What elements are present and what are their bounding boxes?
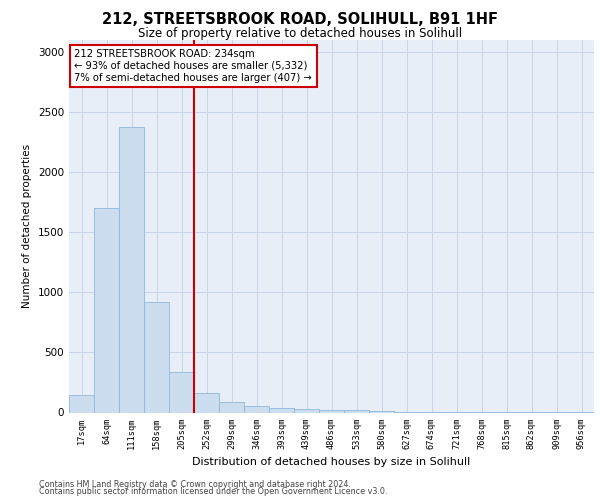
Bar — [119, 126, 144, 412]
Text: Contains public sector information licensed under the Open Government Licence v3: Contains public sector information licen… — [39, 488, 388, 496]
Text: 212 STREETSBROOK ROAD: 234sqm
← 93% of detached houses are smaller (5,332)
7% of: 212 STREETSBROOK ROAD: 234sqm ← 93% of d… — [74, 50, 312, 82]
Text: Size of property relative to detached houses in Solihull: Size of property relative to detached ho… — [138, 28, 462, 40]
Bar — [319, 410, 344, 412]
Text: Contains HM Land Registry data © Crown copyright and database right 2024.: Contains HM Land Registry data © Crown c… — [39, 480, 351, 489]
Bar — [344, 410, 369, 412]
X-axis label: Distribution of detached houses by size in Solihull: Distribution of detached houses by size … — [193, 457, 470, 467]
Bar — [69, 395, 94, 412]
Bar — [244, 406, 269, 412]
Bar — [94, 208, 119, 412]
Bar — [269, 408, 294, 412]
Y-axis label: Number of detached properties: Number of detached properties — [22, 144, 32, 308]
Bar — [294, 410, 319, 412]
Bar — [194, 394, 219, 412]
Bar — [144, 302, 169, 412]
Text: 212, STREETSBROOK ROAD, SOLIHULL, B91 1HF: 212, STREETSBROOK ROAD, SOLIHULL, B91 1H… — [102, 12, 498, 28]
Bar — [219, 402, 244, 412]
Bar — [169, 372, 194, 412]
